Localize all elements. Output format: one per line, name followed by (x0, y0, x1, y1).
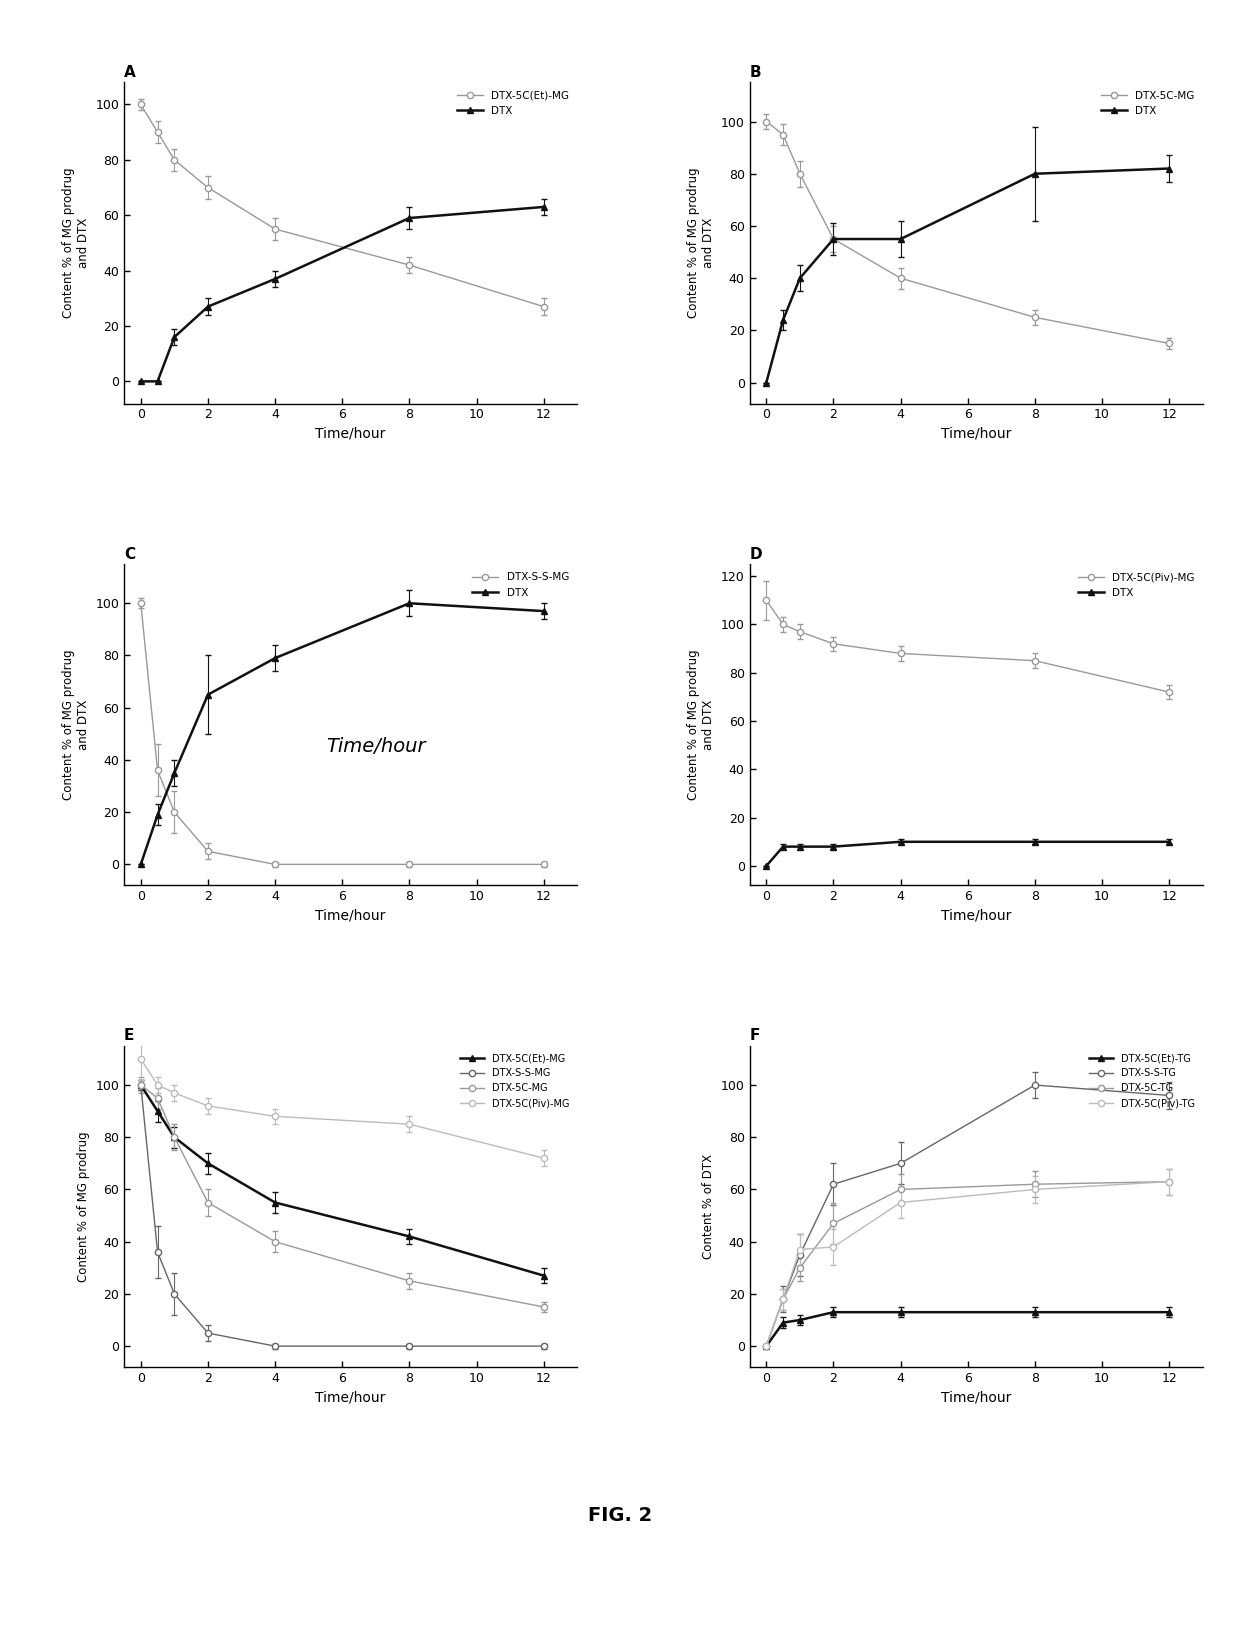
Text: D: D (749, 547, 763, 562)
Legend: DTX-5C-MG, DTX: DTX-5C-MG, DTX (1097, 87, 1198, 119)
X-axis label: Time/hour: Time/hour (315, 427, 386, 441)
Y-axis label: Content % of MG prodrug: Content % of MG prodrug (77, 1131, 89, 1281)
Y-axis label: Content % of DTX: Content % of DTX (702, 1155, 715, 1258)
Text: B: B (749, 64, 761, 79)
Text: C: C (124, 547, 135, 562)
Legend: DTX-5C(Et)-TG, DTX-S-S-TG, DTX-5C-TG, DTX-5C(Piv)-TG: DTX-5C(Et)-TG, DTX-S-S-TG, DTX-5C-TG, DT… (1086, 1051, 1198, 1112)
Y-axis label: Content % of MG prodrug
and DTX: Content % of MG prodrug and DTX (62, 649, 89, 800)
Text: FIG. 2: FIG. 2 (588, 1505, 652, 1525)
X-axis label: Time/hour: Time/hour (315, 1390, 386, 1405)
X-axis label: Time/hour: Time/hour (941, 427, 1012, 441)
Text: Time/hour: Time/hour (326, 738, 425, 756)
X-axis label: Time/hour: Time/hour (941, 1390, 1012, 1405)
X-axis label: Time/hour: Time/hour (941, 909, 1012, 922)
Legend: DTX-5C(Et)-MG, DTX: DTX-5C(Et)-MG, DTX (454, 87, 572, 119)
Text: A: A (124, 64, 135, 79)
Legend: DTX-S-S-MG, DTX: DTX-S-S-MG, DTX (469, 570, 572, 601)
Y-axis label: Content % of MG prodrug
and DTX: Content % of MG prodrug and DTX (62, 168, 89, 318)
Legend: DTX-5C(Piv)-MG, DTX: DTX-5C(Piv)-MG, DTX (1075, 570, 1198, 601)
Y-axis label: Content % of MG prodrug
and DTX: Content % of MG prodrug and DTX (687, 168, 715, 318)
Legend: DTX-5C(Et)-MG, DTX-S-S-MG, DTX-5C-MG, DTX-5C(Piv)-MG: DTX-5C(Et)-MG, DTX-S-S-MG, DTX-5C-MG, DT… (458, 1051, 573, 1112)
Y-axis label: Content % of MG prodrug
and DTX: Content % of MG prodrug and DTX (687, 649, 715, 800)
Text: E: E (124, 1028, 134, 1043)
X-axis label: Time/hour: Time/hour (315, 909, 386, 922)
Text: F: F (749, 1028, 760, 1043)
